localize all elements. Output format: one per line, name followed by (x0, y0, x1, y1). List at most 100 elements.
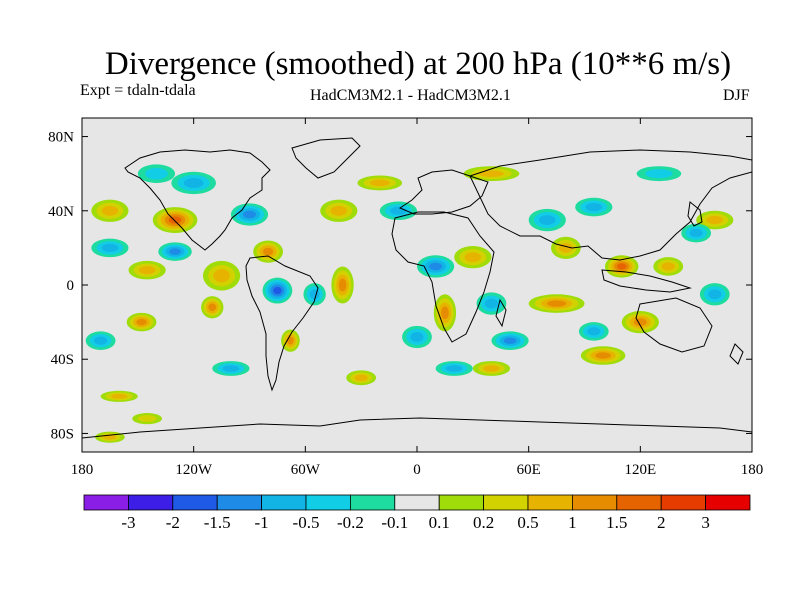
divergence-anomaly (580, 346, 626, 365)
colorbar-label: -1.5 (204, 513, 231, 532)
coastline-greenland (291, 137, 361, 179)
divergence-anomaly (262, 277, 293, 304)
colorbar-swatch (349, 494, 396, 511)
divergence-anomaly (201, 296, 224, 319)
coastline-antarctica (82, 417, 752, 439)
divergence-anomaly (551, 236, 581, 260)
contour-band (273, 286, 282, 295)
contour-band (706, 215, 724, 225)
colorbar-label: 1 (568, 513, 577, 532)
contour-band (93, 336, 108, 345)
coastline-australia (635, 297, 713, 353)
contour-band (546, 300, 567, 307)
chart-title: Divergence (smoothed) at 200 hPa (10**6 … (104, 46, 732, 82)
colorbar-label: -2 (166, 513, 180, 532)
colorbar-swatch (572, 494, 618, 511)
contour-band (110, 393, 128, 399)
y-tick-label: 40S (51, 352, 74, 368)
contour-band (369, 179, 390, 187)
x-tick-label: 180 (71, 462, 94, 478)
divergence-anomaly (528, 208, 566, 232)
divergence-anomaly (476, 292, 507, 315)
divergence-anomaly (699, 283, 730, 306)
divergence-anomaly (202, 260, 241, 291)
x-tick-label: 60W (291, 462, 321, 478)
colorbar-swatch (660, 494, 707, 511)
coastline-new-zealand (729, 343, 744, 365)
contour-band (138, 266, 156, 275)
x-tick-label: 120E (624, 462, 656, 478)
y-tick-label: 80N (48, 130, 74, 146)
contour-band (689, 228, 703, 238)
divergence-anomaly (435, 361, 473, 376)
contour-band (168, 216, 182, 224)
divergence-anomaly (417, 255, 455, 278)
contour-band (429, 262, 443, 271)
colorbar-swatch (483, 494, 529, 511)
contour-band (243, 210, 256, 219)
colorbar-swatch (305, 494, 351, 511)
colorbar-label: 0.5 (517, 513, 538, 532)
colorbar-swatch (616, 494, 662, 511)
colorbar-swatch (172, 494, 218, 511)
divergence-anomaly (212, 361, 250, 376)
colorbar-swatch (261, 494, 307, 511)
colorbar-swatch (394, 494, 440, 511)
contour-band (222, 365, 240, 372)
x-tick-label: 180 (741, 462, 764, 478)
contour-band (144, 167, 168, 180)
colorbar-swatch (438, 494, 485, 511)
x-tick-label: 0 (413, 462, 421, 478)
coastline-europe (398, 169, 489, 215)
divergence-anomaly (578, 322, 609, 341)
colorbar-swatch (216, 494, 262, 511)
colorbar-label: -0.1 (381, 513, 408, 532)
divergence-anomaly (128, 260, 166, 280)
colorbar-label: -0.5 (293, 513, 320, 532)
contour-band (169, 248, 181, 255)
divergence-anomaly (281, 329, 300, 352)
divergence-anomaly (696, 210, 734, 230)
divergence-anomaly (653, 257, 684, 276)
divergence-anomaly (253, 240, 283, 263)
contour-band (708, 289, 722, 300)
contour-band (410, 332, 424, 342)
divergence-anomaly (433, 294, 457, 332)
contour-band (616, 263, 627, 270)
x-tick-label: 120W (175, 462, 213, 478)
divergence-anomaly (320, 199, 358, 222)
divergence-anomaly (95, 431, 125, 443)
coastline-japan (687, 201, 703, 227)
contour-band (595, 352, 611, 359)
divergence-anomaly (230, 203, 269, 226)
divergence-anomaly (303, 283, 326, 306)
divergence-anomaly (681, 223, 712, 243)
experiment-label: Expt = tdaln-tdala (80, 82, 196, 99)
coastline-asia (469, 149, 752, 261)
divergence-anomaly (132, 413, 163, 425)
divergence-anomaly (171, 171, 217, 195)
contour-band (208, 303, 217, 312)
colorbar-swatch (83, 494, 129, 511)
contour-band (330, 205, 348, 216)
divergence-anomaly (91, 238, 129, 258)
contour-band (101, 243, 119, 253)
contour-band (213, 269, 230, 283)
contour-band (101, 205, 119, 216)
colorbar-swatch (127, 494, 174, 511)
contour-band (585, 202, 603, 212)
season-label: DJF (723, 87, 750, 104)
colorbar-label: -0.2 (337, 513, 364, 532)
coastline-indonesia (601, 269, 692, 293)
contour-band (136, 318, 147, 326)
divergence-anomaly (636, 166, 682, 182)
contour-band (503, 337, 517, 344)
contour-band (338, 278, 347, 292)
contour-band (183, 177, 204, 188)
colorbar-label: 3 (701, 513, 710, 532)
divergence-anomaly (528, 294, 585, 313)
contour-band (137, 415, 157, 423)
contour-band (645, 169, 673, 179)
divergence-anomaly (152, 207, 198, 234)
